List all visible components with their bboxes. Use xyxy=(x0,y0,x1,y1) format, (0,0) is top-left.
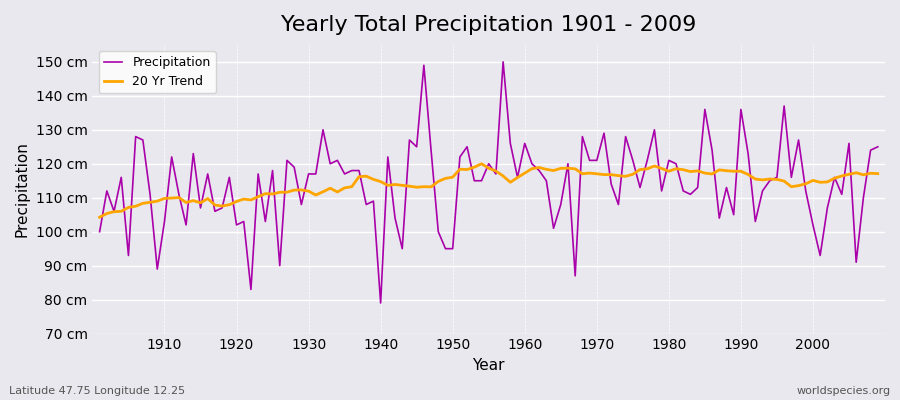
Precipitation xyxy=(152,267,163,272)
Title: Yearly Total Precipitation 1901 - 2009: Yearly Total Precipitation 1901 - 2009 xyxy=(281,15,697,35)
X-axis label: Year: Year xyxy=(472,358,505,373)
20 Yr Trend xyxy=(519,171,530,176)
Legend: Precipitation, 20 Yr Trend: Precipitation, 20 Yr Trend xyxy=(99,51,216,93)
Precipitation xyxy=(94,229,105,234)
Precipitation xyxy=(534,168,544,173)
Precipitation xyxy=(375,301,386,306)
20 Yr Trend xyxy=(354,174,364,179)
Y-axis label: Precipitation: Precipitation xyxy=(15,141,30,237)
Precipitation xyxy=(872,144,883,149)
Precipitation xyxy=(310,172,321,176)
Text: worldspecies.org: worldspecies.org xyxy=(796,386,891,396)
20 Yr Trend xyxy=(872,171,883,176)
20 Yr Trend xyxy=(310,193,321,198)
Text: Latitude 47.75 Longitude 12.25: Latitude 47.75 Longitude 12.25 xyxy=(9,386,185,396)
20 Yr Trend xyxy=(476,161,487,166)
Precipitation xyxy=(498,60,508,64)
Precipitation xyxy=(526,161,537,166)
Line: Precipitation: Precipitation xyxy=(100,62,878,303)
Precipitation xyxy=(620,134,631,139)
20 Yr Trend xyxy=(526,166,537,171)
20 Yr Trend xyxy=(152,199,163,204)
20 Yr Trend xyxy=(94,215,105,220)
Line: 20 Yr Trend: 20 Yr Trend xyxy=(100,164,878,217)
20 Yr Trend xyxy=(613,173,624,178)
Precipitation xyxy=(354,168,364,173)
